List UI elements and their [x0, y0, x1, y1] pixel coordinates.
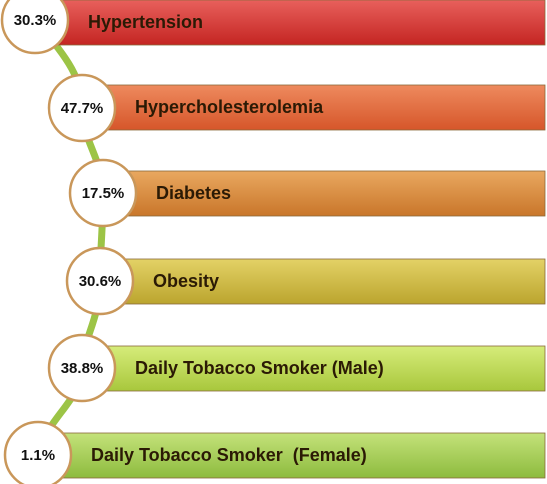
item-bar	[99, 345, 546, 392]
item-label: Hypercholesterolemia	[135, 97, 324, 117]
item-label: Diabetes	[156, 183, 231, 203]
value-badge	[3, 420, 73, 484]
item-value: 38.8%	[61, 360, 104, 377]
item-bar	[54, 0, 546, 46]
item-label: Daily Tobacco Smoker (Male)	[135, 358, 384, 378]
item-bar	[99, 84, 546, 131]
item-value: 1.1%	[21, 447, 55, 464]
item-bar	[119, 258, 546, 305]
value-badge	[68, 158, 138, 228]
item-value: 47.7%	[61, 100, 104, 117]
value-badge	[65, 246, 135, 316]
item-bar	[119, 170, 546, 217]
item-bar	[54, 432, 546, 479]
value-badge	[47, 73, 117, 143]
item-value: 30.6%	[79, 273, 122, 290]
item-label: Daily Tobacco Smoker (Female)	[91, 445, 367, 465]
item-value: 17.5%	[82, 185, 125, 202]
item-label: Hypertension	[88, 12, 203, 32]
item-value: 30.3%	[14, 12, 57, 29]
value-badge	[0, 0, 70, 55]
item-label: Obesity	[153, 271, 219, 291]
value-badge	[47, 333, 117, 403]
